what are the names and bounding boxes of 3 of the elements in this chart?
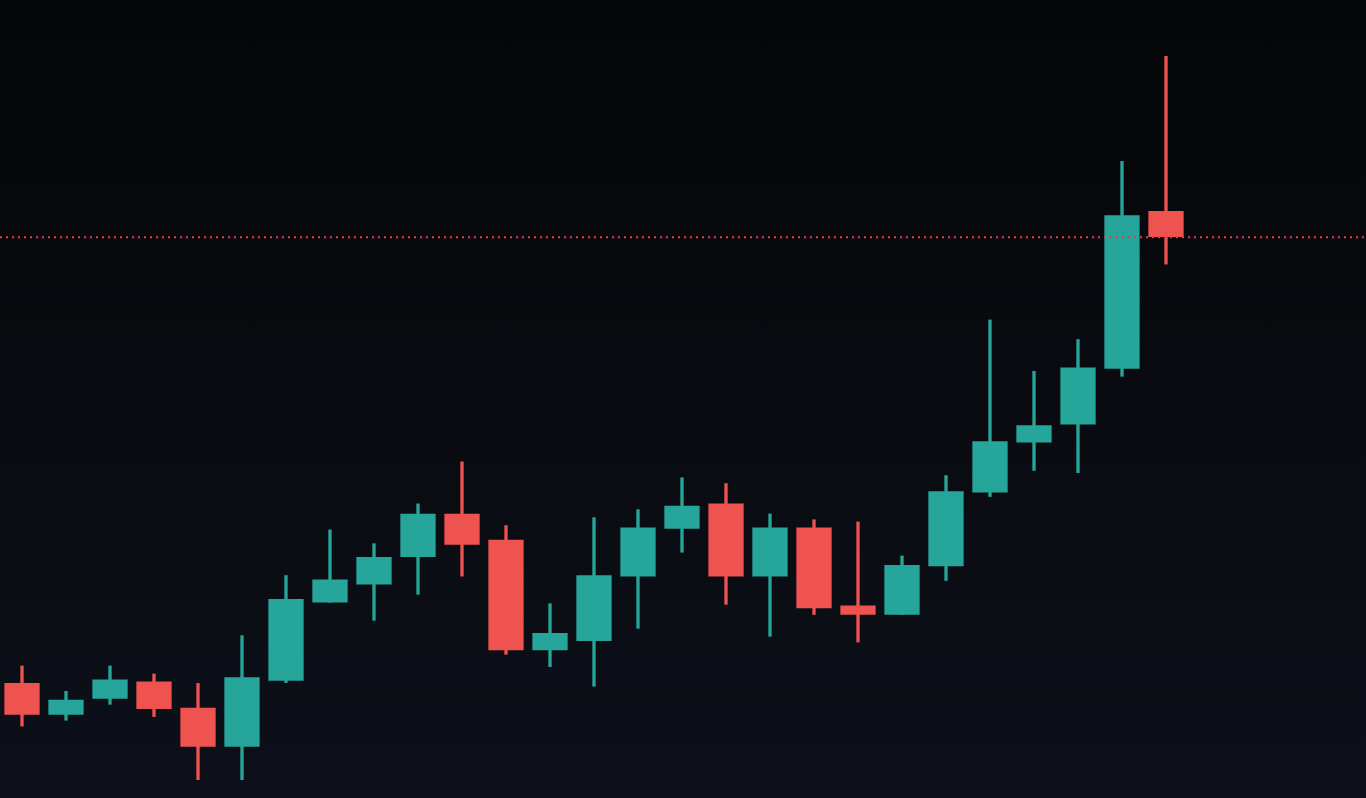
candlestick (1016, 371, 1052, 471)
candlestick (1148, 56, 1184, 265)
candlestick (840, 521, 876, 643)
